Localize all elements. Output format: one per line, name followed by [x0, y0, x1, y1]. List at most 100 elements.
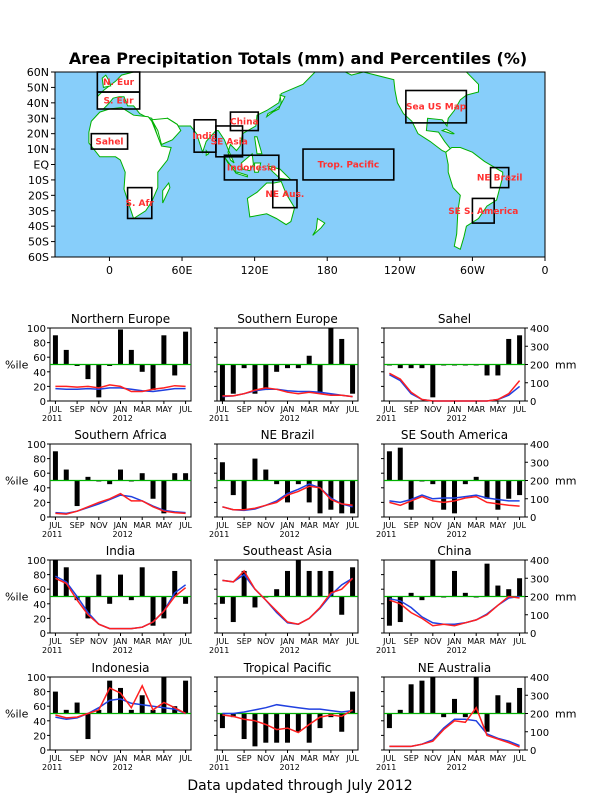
- panel-title: Tropical Pacific: [243, 661, 332, 675]
- year-label: 2012: [113, 646, 133, 655]
- region-box: [471, 197, 495, 224]
- year-label: 2012: [280, 763, 300, 772]
- left-tick-label: 100: [27, 440, 46, 451]
- percentile-bar: [317, 570, 323, 597]
- land-mass: [254, 136, 263, 155]
- panel-india: India 0 20 40 60 80 100 %ile JUL SEP NOV JAN MAR MAY J…: [5, 544, 192, 655]
- percentile-bar: [339, 480, 345, 514]
- percentile-bar: [339, 713, 345, 732]
- year-label: 2012: [447, 646, 467, 655]
- page-title: Area Precipitation Totals (mm) and Perce…: [69, 49, 527, 68]
- x-tick-label: JUL: [48, 521, 62, 530]
- x-tick-label: NOV: [257, 521, 275, 530]
- x-tick-label: NOV: [90, 521, 108, 530]
- percentile-bar: [230, 364, 236, 394]
- x-tick-label: MAR: [300, 521, 318, 530]
- year-label: 2011: [376, 530, 396, 539]
- x-tick-label: MAY: [490, 754, 507, 763]
- panel-sahel: Sahel 0 100 200 300 400 mm JUL SEP NOV JAN MAR MAY JU…: [376, 312, 576, 423]
- percentile-bar: [74, 364, 80, 366]
- region-label: N. Eur: [103, 78, 135, 88]
- observed-line: [389, 706, 520, 748]
- percentile-bar: [506, 589, 512, 597]
- climatology-line: [55, 387, 186, 393]
- x-tick-label: JAN: [447, 405, 462, 414]
- x-tick-label: JUL: [382, 637, 396, 646]
- percentile-bar: [230, 713, 236, 718]
- percentile-bar: [161, 677, 167, 714]
- left-tick-label: 100: [27, 556, 46, 567]
- percentile-bar: [408, 480, 414, 510]
- percentile-bar: [85, 713, 91, 740]
- percentile-bar: [85, 596, 91, 619]
- x-tick-label: SEP: [70, 637, 85, 646]
- region-box: [126, 186, 153, 220]
- lon-label: 120E: [241, 264, 269, 277]
- percentile-bar: [339, 338, 345, 365]
- panel-title: NE Australia: [418, 661, 491, 675]
- percentile-bar: [495, 364, 501, 376]
- percentile-bar: [317, 364, 323, 394]
- percentile-bar: [317, 480, 323, 514]
- percentile-bar: [52, 691, 58, 714]
- observed-line: [55, 577, 187, 630]
- percentile-bar: [419, 364, 425, 369]
- year-label: 2011: [209, 530, 229, 539]
- x-tick-label: MAR: [467, 405, 485, 414]
- observed-line: [55, 384, 186, 393]
- percentile-bar: [506, 480, 512, 499]
- right-tick-label: 100: [530, 379, 549, 390]
- right-tick-label: 300: [530, 458, 549, 469]
- panel-ne-australia: NE Australia 0 100 200 300 400 mm JUL SEP NOV JAN M…: [376, 661, 576, 772]
- percentile-bar: [252, 458, 258, 481]
- percentile-bar: [430, 677, 436, 714]
- percentile-bar: [219, 713, 225, 729]
- percentile-bar: [339, 596, 345, 615]
- region-label: NE Aus.: [265, 190, 304, 200]
- right-axis-label: mm: [555, 591, 576, 604]
- right-tick-label: 200: [530, 593, 549, 604]
- left-tick-label: 80: [33, 688, 46, 699]
- percentile-bar: [419, 596, 425, 601]
- world-map: 60N 50N 40N 30N 20N 10N EQ 10S 20S 30S 40S 50S 60S 0 6…: [27, 66, 549, 277]
- footer-note: Data updated through July 2012: [187, 778, 412, 794]
- left-tick-label: 20: [33, 498, 46, 509]
- percentile-bar: [441, 480, 447, 510]
- percentile-bar: [85, 364, 91, 380]
- percentile-bar: [183, 473, 189, 481]
- left-tick-label: 60: [33, 702, 46, 713]
- left-tick-label: 0: [40, 513, 46, 524]
- left-tick-label: 100: [27, 673, 46, 684]
- percentile-bar: [295, 560, 301, 597]
- percentile-bar: [462, 592, 468, 597]
- x-tick-label: NOV: [424, 405, 442, 414]
- x-tick-label: NOV: [90, 754, 108, 763]
- x-tick-label: SEP: [70, 405, 85, 414]
- left-tick-label: 100: [27, 324, 46, 335]
- percentile-bar: [397, 709, 403, 714]
- percentile-bar: [484, 713, 490, 732]
- year-label: 2012: [280, 530, 300, 539]
- right-tick-label: 300: [530, 574, 549, 585]
- percentile-bar: [128, 349, 134, 365]
- percentile-bar: [63, 709, 69, 714]
- x-tick-label: JAN: [447, 521, 462, 530]
- x-tick-label: MAY: [323, 754, 340, 763]
- left-tick-label: 60: [33, 469, 46, 480]
- percentile-bar: [517, 335, 523, 365]
- observed-line: [222, 387, 353, 398]
- lat-label: 10N: [27, 143, 49, 156]
- percentile-bar: [397, 447, 403, 481]
- left-axis-label: %ile: [5, 359, 29, 372]
- region-label: Indonesia: [227, 164, 276, 174]
- year-label: 2012: [447, 763, 467, 772]
- x-tick-label: MAY: [490, 521, 507, 530]
- percentile-bar: [306, 713, 312, 743]
- right-tick-label: 400: [530, 324, 549, 335]
- percentile-bar: [306, 480, 312, 503]
- right-tick-label: 400: [530, 440, 549, 451]
- percentile-bar: [219, 364, 225, 401]
